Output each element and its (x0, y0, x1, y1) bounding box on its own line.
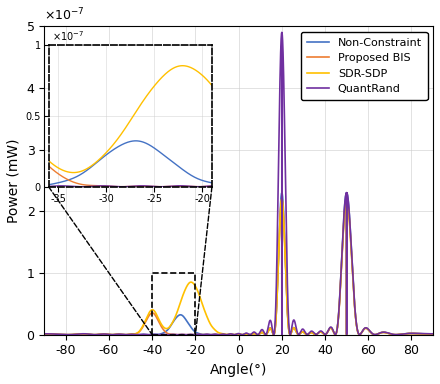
X-axis label: Angle(°): Angle(°) (210, 363, 268, 377)
SDR-SDP (326, 327, 332, 332)
Non-Constraint (344, 190, 349, 195)
Line: Non-Constraint: Non-Constraint (44, 193, 433, 335)
QuantRand (279, 30, 285, 35)
SDR-SDP (42, 332, 47, 336)
Non-Constraint (146, 333, 151, 337)
Non-Constraint (292, 326, 297, 331)
Non-Constraint (42, 332, 47, 336)
SDR-SDP (244, 332, 249, 336)
SDR-SDP (401, 332, 406, 336)
Proposed BIS (401, 332, 406, 336)
Line: SDR-SDP: SDR-SDP (44, 199, 433, 335)
QuantRand (169, 332, 175, 337)
Proposed BIS (344, 197, 349, 201)
Proposed BIS (326, 327, 332, 332)
Proposed BIS (430, 332, 436, 336)
QuantRand (192, 333, 197, 337)
Proposed BIS (169, 332, 175, 337)
Proposed BIS (42, 332, 47, 336)
SDR-SDP (430, 332, 436, 336)
QuantRand (430, 331, 436, 336)
Proposed BIS (292, 326, 297, 331)
Non-Constraint (42, 332, 48, 336)
Non-Constraint (169, 321, 175, 326)
SDR-SDP (292, 326, 297, 331)
Line: QuantRand: QuantRand (44, 33, 433, 335)
Line: Proposed BIS: Proposed BIS (44, 199, 433, 335)
Proposed BIS (42, 332, 48, 336)
Non-Constraint (326, 327, 332, 331)
Non-Constraint (244, 332, 249, 336)
Non-Constraint (401, 332, 406, 336)
SDR-SDP (123, 333, 128, 337)
Proposed BIS (183, 333, 188, 337)
SDR-SDP (42, 332, 48, 336)
QuantRand (326, 326, 332, 331)
Y-axis label: Power (mW): Power (mW) (7, 138, 21, 223)
Legend: Non-Constraint, Proposed BIS, SDR-SDP, QuantRand: Non-Constraint, Proposed BIS, SDR-SDP, Q… (301, 32, 428, 100)
QuantRand (292, 319, 297, 324)
QuantRand (401, 332, 406, 336)
Non-Constraint (430, 332, 436, 336)
Proposed BIS (244, 332, 249, 336)
SDR-SDP (344, 197, 349, 201)
QuantRand (42, 331, 48, 336)
QuantRand (42, 331, 47, 336)
Text: $\times10^{-7}$: $\times10^{-7}$ (52, 29, 84, 43)
SDR-SDP (169, 321, 175, 326)
Text: $\times10^{-7}$: $\times10^{-7}$ (44, 7, 85, 23)
QuantRand (244, 331, 249, 335)
